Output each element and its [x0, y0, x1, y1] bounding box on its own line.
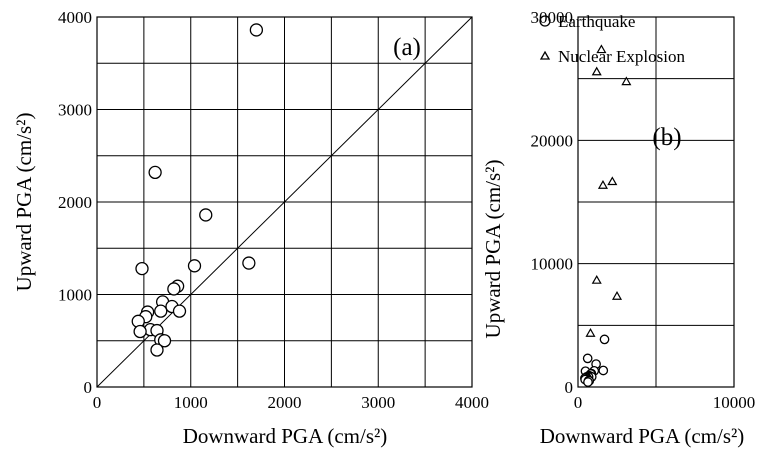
legend: Earthquake Nuclear Explosion [539, 12, 685, 66]
y-tick-label: 1000 [58, 286, 92, 305]
panel-a-grid [97, 17, 472, 387]
legend-label-earthquake: Earthquake [558, 12, 635, 31]
panel-b-x-axis-label: Downward PGA (cm/s²) [540, 424, 745, 448]
nuclear-explosion-point [611, 291, 623, 300]
earthquake-point [172, 304, 187, 318]
panel-a-label: (a) [393, 34, 421, 61]
earthquake-point [199, 208, 213, 222]
panel-b-x-ticks: 0 10000 [574, 393, 756, 412]
nuclear-explosion-point [591, 66, 602, 76]
panel-b: 0 10000 0 10000 20000 30000 (b) Downward PGA… [481, 8, 755, 448]
panel-a-y-axis-label: Upward PGA (cm/s²) [12, 113, 36, 292]
y-tick-label: 2000 [58, 193, 92, 212]
x-tick-label: 0 [93, 393, 102, 412]
earthquake-point [133, 324, 147, 339]
x-tick-label: 1000 [174, 393, 208, 412]
earthquake-point [582, 353, 593, 364]
panel-a-frame [96, 16, 473, 388]
earthquake-point [598, 365, 609, 376]
panel-b-frame [577, 16, 735, 388]
legend-circle-marker [539, 15, 551, 27]
earthquake-point [135, 261, 149, 276]
y-tick-label: 4000 [58, 8, 92, 27]
y-tick-label: 0 [84, 378, 93, 397]
y-tick-label: 0 [565, 378, 574, 397]
panel-b-y-axis-label: Upward PGA (cm/s²) [481, 160, 505, 339]
panel-b-label: (b) [652, 124, 681, 151]
earthquake-point [148, 165, 162, 180]
panel-b-grid [578, 17, 734, 387]
x-tick-label: 2000 [268, 393, 302, 412]
nuclear-explosion-point [591, 274, 602, 284]
x-tick-label: 4000 [455, 393, 489, 412]
panel-b-points [580, 44, 632, 387]
panel-a-x-axis-label: Downward PGA (cm/s²) [183, 424, 388, 448]
panel-b-y-ticks: 0 10000 20000 30000 [531, 8, 574, 397]
panel-a-y-ticks: 0 1000 2000 3000 4000 [58, 8, 92, 397]
earthquake-point [242, 256, 256, 270]
legend-label-nuclear-explosion: Nuclear Explosion [558, 47, 685, 66]
nuclear-explosion-point [596, 44, 607, 54]
x-tick-label: 0 [574, 393, 583, 412]
earthquake-point [150, 343, 164, 357]
y-tick-label: 20000 [531, 131, 574, 150]
y-tick-label: 10000 [531, 255, 574, 274]
panel-a-points [131, 23, 264, 357]
x-tick-label: 10000 [713, 393, 756, 412]
earthquake-point [583, 377, 593, 387]
earthquake-point [599, 334, 610, 345]
nuclear-explosion-point [585, 328, 596, 337]
y-tick-label: 30000 [531, 8, 574, 27]
panel-a-x-ticks: 0 1000 2000 3000 4000 [93, 393, 489, 412]
earthquake-point [154, 304, 168, 318]
nuclear-explosion-point [597, 180, 608, 189]
y-tick-label: 3000 [58, 101, 92, 120]
nuclear-explosion-point [607, 176, 618, 186]
earthquake-point [249, 23, 264, 37]
earthquake-point [167, 282, 181, 296]
earthquake-point [187, 259, 202, 273]
earthquake-point [157, 334, 172, 348]
legend-triangle-marker [539, 50, 551, 60]
x-tick-label: 3000 [361, 393, 395, 412]
nuclear-explosion-point [621, 76, 632, 86]
